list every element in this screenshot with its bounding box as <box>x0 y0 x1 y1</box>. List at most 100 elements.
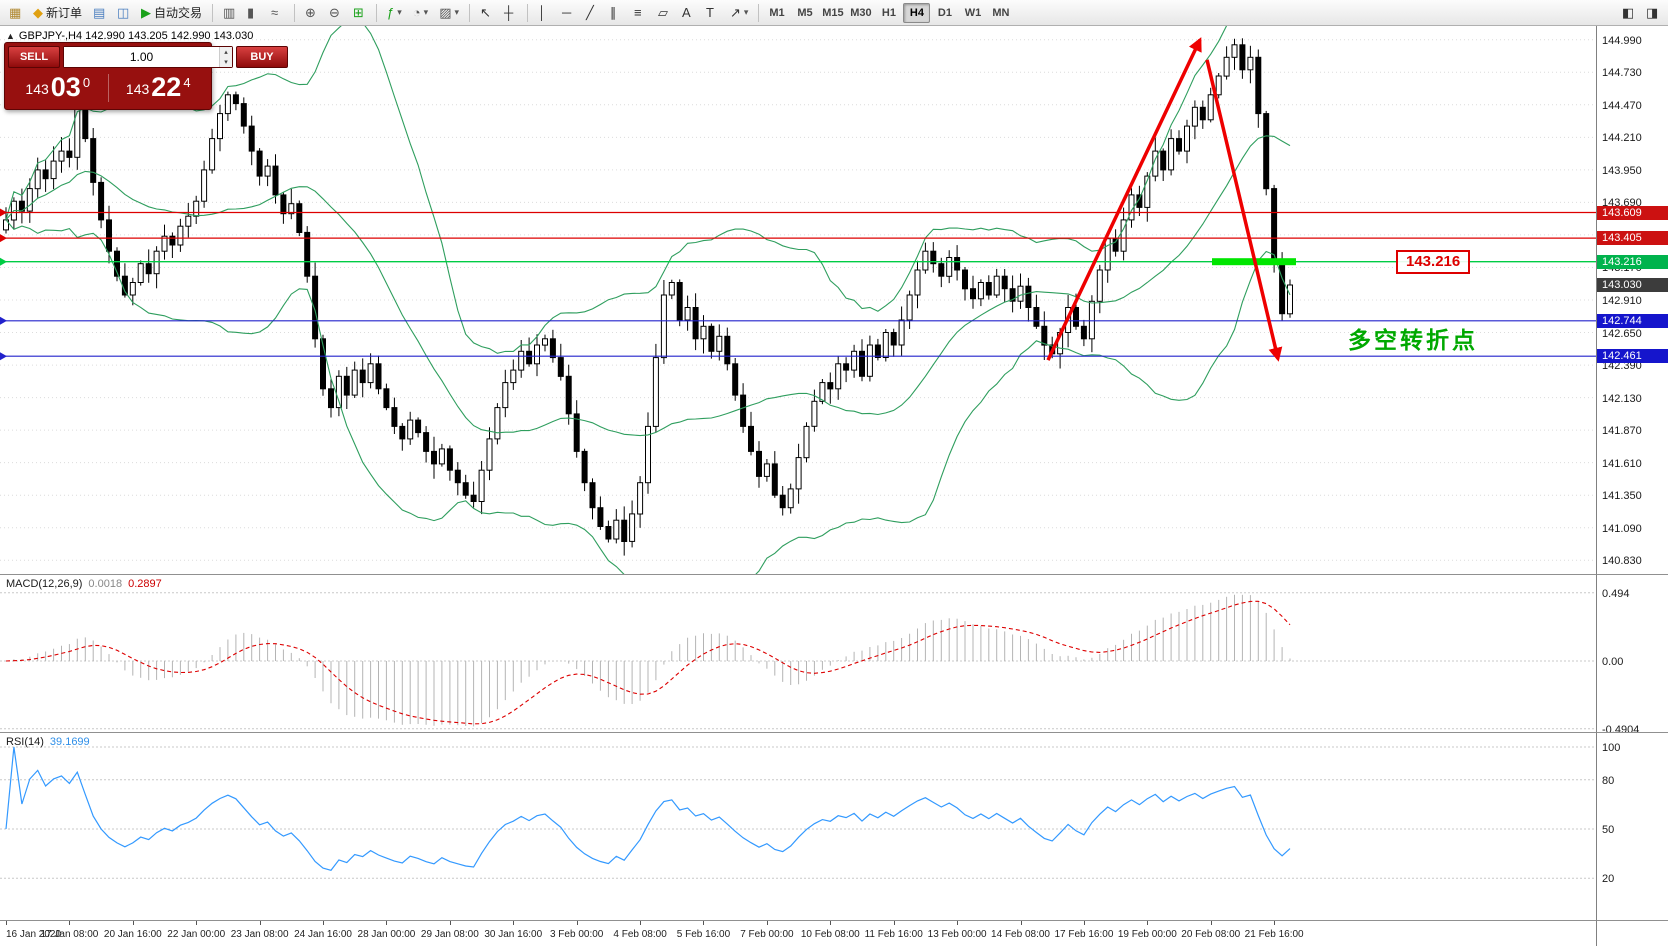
time-tick <box>766 921 768 925</box>
price-level-badge: 142.744 <box>1597 313 1668 328</box>
time-axis-label: 20 Feb 08:00 <box>1181 929 1241 940</box>
time-axis-label: 5 Feb 16:00 <box>676 929 731 940</box>
dropdown-arrow-icon: ▾ <box>743 7 749 17</box>
macd-axis[interactable]: 0.494 0.00 -0.4904 <box>1596 574 1668 736</box>
price-chart-canvas[interactable] <box>0 26 1596 574</box>
time-tick <box>196 921 198 925</box>
time-tick <box>69 921 71 925</box>
dropdown-arrow-icon: ▾ <box>397 7 402 17</box>
timeframe-H1[interactable]: H1 <box>875 3 902 23</box>
community-icon[interactable]: ◨ <box>1641 2 1664 24</box>
window-menu-icon-glyph: ▦ <box>9 5 22 20</box>
timeframe-MN[interactable]: MN <box>987 3 1014 23</box>
arrows-icon[interactable]: ↗ ▾ <box>725 2 753 24</box>
buy-button[interactable]: BUY <box>236 46 288 68</box>
timeframe-H4[interactable]: H4 <box>903 2 931 23</box>
bar-chart-icon-glyph: ▥ <box>223 5 236 20</box>
zoom-in-icon[interactable]: ⊕ <box>300 2 323 24</box>
rsi-canvas <box>0 746 1596 879</box>
axis-corner <box>1596 920 1668 946</box>
price-flag-annotation[interactable]: 143.216 <box>1396 249 1471 274</box>
periods-icon[interactable]: ◔ ▾ <box>408 2 433 24</box>
time-tick <box>893 921 895 925</box>
price-tick-label: 144.470 <box>1602 99 1642 112</box>
tile-windows-icon[interactable]: ⊞ <box>348 2 371 24</box>
window-menu-icon[interactable]: ▦ <box>4 2 27 24</box>
text-icon[interactable]: A <box>677 2 700 24</box>
candlestick-chart-icon[interactable]: ▮ <box>242 2 265 24</box>
time-tick <box>1083 921 1085 925</box>
chart-window[interactable]: ▲ GBPJPY-,H4 142.990 143.205 142.990 143… <box>0 26 1596 574</box>
channel-icon[interactable]: ∥ <box>605 2 628 24</box>
time-tick <box>703 921 705 925</box>
timeframe-W1[interactable]: W1 <box>959 3 986 23</box>
vertical-line-icon-glyph: │ <box>538 5 547 20</box>
crosshair-icon[interactable]: ┼ <box>499 2 522 24</box>
time-tick <box>259 921 261 925</box>
bar-chart-icon[interactable]: ▥ <box>218 2 241 24</box>
horizontal-line-icon[interactable]: ─ <box>557 2 580 24</box>
volume-input[interactable] <box>64 47 219 67</box>
data-window-icon-glyph: ◫ <box>117 5 130 20</box>
trend-arrows[interactable] <box>1046 37 1283 362</box>
community-icon: ◨ <box>1646 5 1659 20</box>
cursor-icon[interactable]: ↖ <box>475 2 498 24</box>
macd-name: MACD(12,26,9) <box>6 578 83 590</box>
time-axis-label: 4 Feb 08:00 <box>613 929 667 940</box>
time-axis[interactable]: 16 Jan 2020 17 Jan 08:00 20 Jan 16:00 22 Ja… <box>0 920 1596 946</box>
rsi-axis[interactable]: 100 80 50 20 <box>1596 732 1668 920</box>
time-axis-label: 19 Feb 00:00 <box>1117 929 1177 940</box>
label-icon[interactable]: T <box>701 2 724 24</box>
timeframe-M1[interactable]: M1 <box>763 3 790 23</box>
trendline-icon-glyph: ╱ <box>586 5 594 20</box>
channel-icon-glyph: ∥ <box>610 5 617 20</box>
new-order-button[interactable]: ◆ 新订单 <box>28 2 87 24</box>
line-chart-icon[interactable]: ≈ <box>266 2 289 24</box>
sell-button[interactable]: SELL <box>8 46 60 68</box>
price-tick-label: 142.130 <box>1602 392 1642 405</box>
time-tick <box>386 921 388 925</box>
buy-price[interactable]: 143 22 4 <box>109 73 209 101</box>
vertical-line-icon[interactable]: │ <box>533 2 556 24</box>
price-axis[interactable]: 144.990 144.730 144.470 144.210 143.950 143.6… <box>1596 26 1668 574</box>
profiles-icon[interactable]: ▤ <box>88 2 111 24</box>
toolbar-separator <box>758 3 760 22</box>
time-tick <box>1210 921 1212 925</box>
time-axis-label: 23 Jan 08:00 <box>230 929 289 940</box>
timeframe-M5[interactable]: M5 <box>791 3 818 23</box>
time-axis-label: 3 Feb 00:00 <box>549 929 604 940</box>
price-tick-label: 141.870 <box>1602 425 1642 438</box>
chat-icon[interactable]: ◧ <box>1617 2 1640 24</box>
profiles-icon-glyph: ▤ <box>93 5 106 20</box>
dropdown-arrow-icon: ▾ <box>454 7 460 17</box>
auto-trading-button[interactable]: ▶ 自动交易 <box>136 2 207 24</box>
trendline-icon[interactable]: ╱ <box>581 2 604 24</box>
rsi-panel[interactable]: RSI(14) 39.1699 <box>0 732 1596 920</box>
zoom-in-icon-glyph: ⊕ <box>305 5 316 20</box>
templates-icon[interactable]: ▨ ▾ <box>434 2 464 24</box>
data-window-icon[interactable]: ◫ <box>112 2 135 24</box>
fibonacci-icon[interactable]: ≡ <box>629 2 652 24</box>
toolbar-separator <box>469 3 471 22</box>
zoom-out-icon[interactable]: ⊖ <box>324 2 347 24</box>
timeframe-D1[interactable]: D1 <box>931 3 958 23</box>
candlestick-chart-icon-glyph: ▮ <box>247 5 255 20</box>
sell-price[interactable]: 143 03 0 <box>8 73 108 101</box>
macd-signal-value: 0.2897 <box>128 578 162 590</box>
indicators-icon[interactable]: ƒ ▾ <box>382 2 407 24</box>
cursor-icon-glyph: ↖ <box>480 5 491 20</box>
timeframe-M30[interactable]: M30 <box>847 3 874 23</box>
macd-panel[interactable]: MACD(12,26,9) 0.0018 0.2897 <box>0 574 1596 732</box>
price-divider <box>107 74 109 102</box>
buy-price-sup: 4 <box>183 74 191 90</box>
volume-increase-icon[interactable]: ▴ <box>220 47 232 57</box>
new-order-glyph: ◆ <box>33 5 43 20</box>
time-tick <box>1147 921 1149 925</box>
price-tick-label: 144.730 <box>1602 67 1642 80</box>
price-level-badge: 143.405 <box>1597 231 1668 246</box>
label-icon-glyph: T <box>706 5 714 20</box>
volume-decrease-icon[interactable]: ▾ <box>220 57 232 67</box>
timeframe-M15[interactable]: M15 <box>819 3 846 23</box>
horizontal-level-lines[interactable] <box>0 208 1596 361</box>
shapes-icon[interactable]: ▱ <box>653 2 676 24</box>
